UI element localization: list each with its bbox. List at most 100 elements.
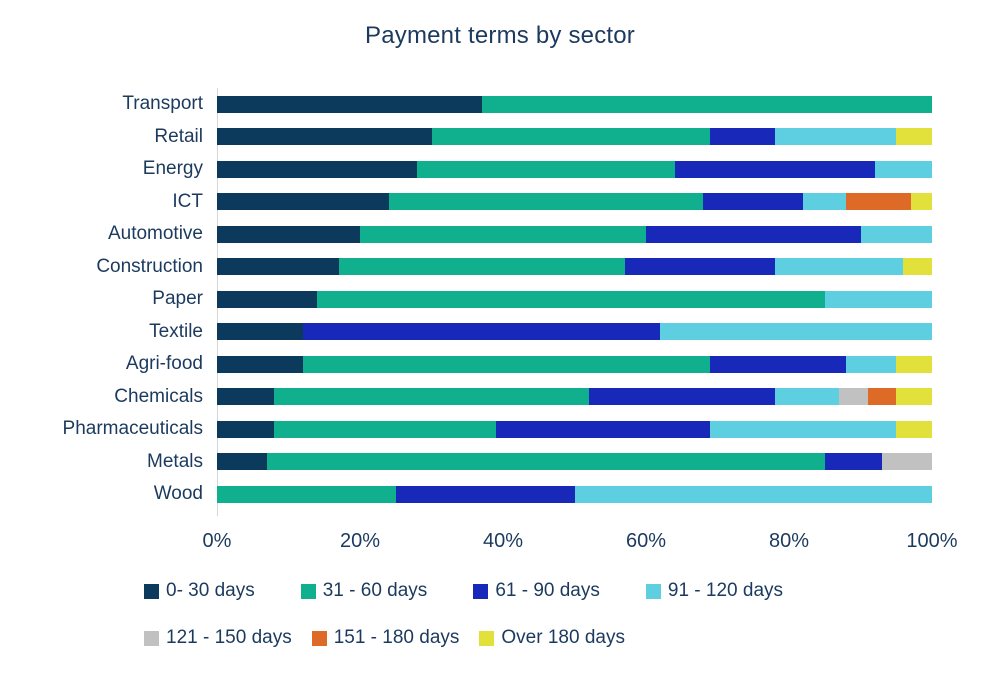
- bar-segment: [896, 420, 932, 438]
- bar-segment: [217, 160, 418, 178]
- bar-segment: [588, 388, 775, 406]
- legend-item: Over 180 days: [479, 627, 625, 649]
- bar-segment: [839, 388, 868, 406]
- legend-label: 91 - 120 days: [667, 580, 784, 601]
- legend-label: 0- 30 days: [166, 580, 255, 601]
- chart-row: Automotive: [0, 218, 1000, 251]
- bar-segment: [903, 258, 932, 276]
- bar-segment: [431, 128, 711, 146]
- legend-item: 61 - 90 days: [473, 580, 600, 602]
- chart-row: Wood: [0, 478, 1000, 511]
- bar-segment: [274, 420, 496, 438]
- legend-swatch-icon: [473, 583, 489, 599]
- bar-segment: [217, 453, 268, 471]
- bar-segment: [624, 258, 775, 276]
- bar-segment: [824, 290, 932, 308]
- bar-segment: [217, 258, 339, 276]
- category-label: Agri-food: [125, 353, 203, 375]
- legend-row-2: 121 - 150 days 151 - 180 days Over 180 day…: [144, 627, 625, 649]
- chart-row: ICT: [0, 186, 1000, 219]
- category-label: Energy: [142, 158, 203, 180]
- bar-segment: [217, 388, 275, 406]
- bar-segment: [774, 388, 840, 406]
- bar-track: [217, 160, 932, 178]
- bar-segment: [674, 160, 875, 178]
- bar-segment: [646, 225, 861, 243]
- legend-item: 151 - 180 days: [311, 627, 460, 649]
- bar-segment: [217, 128, 432, 146]
- legend-swatch-icon: [479, 630, 495, 646]
- chart-row: Chemicals: [0, 381, 1000, 414]
- bar-segment: [317, 290, 825, 308]
- bar-segment: [910, 193, 932, 211]
- bar-segment: [896, 128, 932, 146]
- bar-segment: [481, 95, 932, 113]
- bar-segment: [217, 355, 303, 373]
- category-label: Paper: [152, 288, 203, 310]
- chart-row: Transport: [0, 88, 1000, 121]
- bar-segment: [217, 323, 303, 341]
- category-label: ICT: [172, 190, 203, 212]
- chart-row: Retail: [0, 121, 1000, 154]
- bar-segment: [896, 388, 932, 406]
- bar-segment: [217, 485, 396, 503]
- bar-segment: [417, 160, 675, 178]
- bar-segment: [574, 485, 932, 503]
- bar-segment: [267, 453, 825, 471]
- bar-track: [217, 323, 932, 341]
- chart-row: Energy: [0, 153, 1000, 186]
- legend-swatch-icon: [144, 583, 159, 599]
- bar-segment: [302, 355, 711, 373]
- bar-segment: [217, 225, 360, 243]
- bar-track: [217, 258, 932, 276]
- category-label: Textile: [149, 320, 203, 342]
- category-label: Metals: [147, 450, 203, 472]
- legend-swatch-icon: [645, 583, 661, 599]
- bar-segment: [302, 323, 661, 341]
- legend-label: 121 - 150 days: [166, 627, 292, 648]
- bar-segment: [860, 225, 932, 243]
- bar-segment: [774, 258, 904, 276]
- bar-segment: [660, 323, 932, 341]
- bar-track: [217, 290, 932, 308]
- category-label: Pharmaceuticals: [62, 418, 203, 440]
- bar-track: [217, 128, 932, 146]
- chart-row: Pharmaceuticals: [0, 413, 1000, 446]
- category-label: Chemicals: [114, 385, 203, 407]
- x-axis-tick-label: 40%: [482, 530, 524, 552]
- category-label: Retail: [154, 125, 203, 147]
- bar-track: [217, 95, 932, 113]
- bar-segment: [338, 258, 625, 276]
- bar-segment: [274, 388, 589, 406]
- bar-segment: [360, 225, 646, 243]
- bar-track: [217, 388, 932, 406]
- legend-label: 151 - 180 days: [333, 627, 460, 648]
- bar-segment: [495, 420, 711, 438]
- x-axis-tick-label: 100%: [906, 530, 958, 552]
- bar-segment: [217, 95, 482, 113]
- bar-track: [217, 225, 932, 243]
- bar-segment: [388, 193, 704, 211]
- chart-row: Agri-food: [0, 348, 1000, 381]
- chart-title: Payment terms by sector: [364, 22, 636, 49]
- legend-swatch-icon: [300, 583, 316, 599]
- chart-row: Textile: [0, 316, 1000, 349]
- bar-segment: [217, 290, 318, 308]
- bar-segment: [867, 388, 897, 406]
- bar-segment: [846, 355, 897, 373]
- chart-row: Metals: [0, 446, 1000, 479]
- bar-track: [217, 485, 932, 503]
- category-label: Transport: [122, 93, 203, 115]
- legend-swatch-icon: [311, 630, 327, 646]
- legend-item: 121 - 150 days: [144, 627, 292, 649]
- bar-segment: [881, 453, 932, 471]
- bar-track: [217, 420, 932, 438]
- bar-segment: [710, 355, 847, 373]
- legend-label: Over 180 days: [501, 627, 625, 648]
- chart-row: Construction: [0, 251, 1000, 284]
- bar-segment: [774, 128, 897, 146]
- chart-rows: Transport Retail Energy ICT Automotive Constr…: [0, 88, 1000, 511]
- bar-segment: [803, 193, 847, 211]
- bar-segment: [217, 193, 389, 211]
- category-label: Automotive: [107, 223, 203, 245]
